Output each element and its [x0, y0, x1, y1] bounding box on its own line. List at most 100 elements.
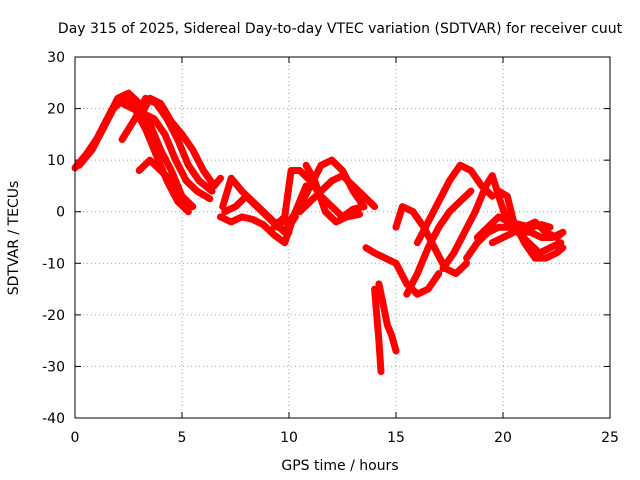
data-point [153, 151, 160, 158]
data-point [393, 224, 399, 231]
data-point [559, 244, 566, 251]
data-point [307, 182, 314, 189]
data-point [243, 193, 250, 200]
y-tick-label: 20 [47, 102, 65, 118]
data-point [403, 291, 410, 298]
data-point [333, 219, 340, 226]
data-point [435, 198, 442, 205]
data-point [373, 311, 380, 318]
data-point [228, 175, 235, 182]
data-point [146, 157, 153, 164]
data-point [446, 177, 453, 184]
data-point [452, 270, 459, 277]
data-point [414, 239, 421, 246]
data-point [435, 224, 442, 231]
data-point [425, 219, 432, 226]
data-point [136, 115, 143, 122]
data-point [425, 244, 432, 251]
data-point [388, 332, 395, 339]
data-point [328, 177, 335, 184]
data-point [157, 167, 164, 174]
data-point [232, 203, 239, 210]
data-point [414, 270, 421, 277]
data-point [532, 255, 539, 262]
data-point [189, 146, 196, 153]
grid-lines [75, 57, 610, 418]
data-point [467, 167, 474, 174]
data-point [538, 234, 545, 241]
data-point [384, 322, 391, 329]
data-point [463, 255, 470, 262]
data-point [183, 177, 190, 184]
data-point [431, 244, 438, 251]
x-tick-label: 10 [280, 430, 298, 446]
data-point [157, 146, 164, 153]
x-tick-label: 0 [71, 430, 80, 446]
series-satellite-track-16 [362, 244, 443, 298]
data-point [217, 213, 224, 220]
data-point [532, 219, 539, 226]
series-line [296, 172, 379, 216]
data-point [185, 208, 192, 215]
data-point [208, 188, 215, 195]
data-point [489, 239, 496, 246]
data-point [296, 208, 303, 215]
data-point [446, 208, 453, 215]
series-line [362, 244, 443, 298]
data-point [485, 224, 492, 231]
series-satellite-track-18 [403, 187, 475, 298]
data-point [146, 121, 153, 128]
series-line [413, 161, 496, 247]
data-point [410, 208, 417, 215]
data-point [264, 213, 271, 220]
x-tick-label: 5 [178, 430, 187, 446]
data-point [500, 234, 506, 241]
series-line [495, 187, 567, 262]
data-point [474, 234, 481, 241]
data-point [161, 131, 168, 138]
data-point [457, 198, 464, 205]
data-point [461, 229, 468, 236]
data-point [76, 162, 83, 169]
data-point [157, 100, 164, 107]
series-satellite-track-23 [488, 218, 567, 247]
data-point [288, 167, 295, 174]
data-point [121, 95, 128, 102]
data-point [371, 249, 378, 256]
data-point [151, 115, 158, 122]
data-point [119, 100, 126, 107]
data-point [219, 203, 226, 210]
data-point [136, 167, 143, 174]
data-point [328, 157, 335, 164]
tick-labels: 0 5 10 15 20 25 -40 -30 -20 -10 0 10 20 30 [42, 50, 619, 446]
series-satellite-track-13 [302, 161, 364, 226]
data-point [179, 193, 185, 200]
chart-title: Day 315 of 2025, Sidereal Day-to-day VTE… [58, 21, 623, 37]
data-point [382, 255, 389, 262]
data-point [495, 188, 502, 195]
data-point [467, 188, 474, 195]
data-point [200, 167, 207, 174]
data-point [238, 213, 245, 220]
data-point [168, 177, 175, 184]
data-point [172, 157, 179, 164]
series-line [135, 156, 197, 211]
data-point [142, 126, 149, 133]
data-point [328, 203, 335, 210]
data-point [228, 219, 235, 226]
data-point [495, 224, 502, 231]
series-satellite-track-9 [221, 192, 293, 236]
x-tick-label: 25 [601, 430, 619, 446]
data-point [238, 188, 245, 195]
data-point [482, 182, 489, 189]
series-line [392, 203, 471, 278]
series-satellite-track-14 [375, 280, 400, 355]
data-point [129, 105, 136, 112]
series-satellite-track-19 [413, 161, 496, 247]
data-point [559, 229, 566, 236]
data-point [542, 255, 549, 262]
data-point [168, 118, 175, 125]
data-point [380, 301, 387, 308]
data-point [307, 198, 314, 205]
data-point [249, 216, 256, 223]
